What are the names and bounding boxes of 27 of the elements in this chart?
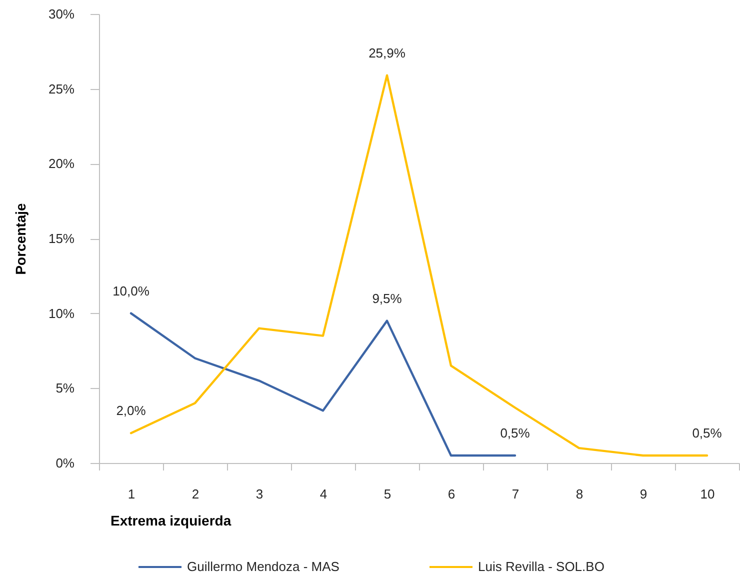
y-tick-label: 5%: [56, 380, 75, 396]
x-tick-label: 5: [384, 486, 392, 502]
x-tick-label: 9: [640, 486, 648, 502]
y-axis-title: Porcentaje: [12, 202, 28, 275]
y-tick-label: 20%: [48, 156, 75, 172]
y-tick-label: 25%: [48, 81, 75, 96]
x-tick-label: 2: [192, 486, 200, 502]
x-axis-title: Extrema izquierda: [110, 512, 232, 528]
x-tick-label: 3: [256, 486, 264, 502]
legend-label: Guillermo Mendoza - MAS: [187, 559, 340, 574]
x-tick-label: 1: [128, 486, 136, 502]
data-label: 25,9%: [368, 45, 406, 60]
x-tick-label: 7: [512, 486, 520, 502]
data-label: 0,5%: [692, 426, 722, 441]
data-label: 10,0%: [112, 283, 150, 298]
y-tick-label: 10%: [48, 306, 75, 321]
y-tick-label: 30%: [48, 6, 75, 22]
x-tick-label: 8: [576, 486, 584, 502]
x-tick-label: 6: [448, 486, 456, 502]
x-tick-label: 10: [700, 486, 715, 502]
y-tick-label: 0%: [56, 456, 75, 470]
data-label: 2,0%: [116, 403, 146, 418]
x-tick-label: 4: [320, 486, 328, 502]
y-tick-label: 15%: [48, 231, 75, 246]
data-label: 9,5%: [372, 290, 402, 306]
legend-label: Luis Revilla - SOL.BO: [478, 559, 604, 574]
data-label: 0,5%: [500, 426, 530, 441]
